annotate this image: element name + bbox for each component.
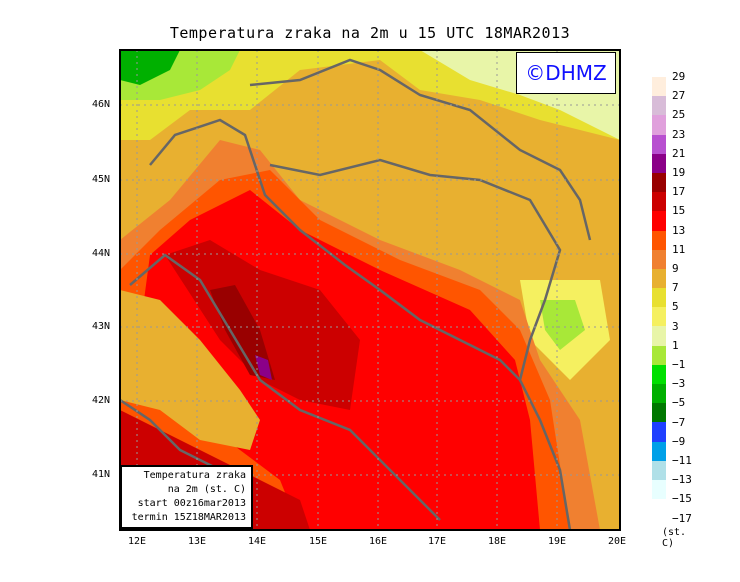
lon-label: 15E [309,536,328,547]
lat-label: 42N [92,395,111,406]
legend-swatch [652,153,666,173]
legend-label: 1 [672,338,679,352]
legend-label: −5 [672,396,686,410]
lon-label: 16E [369,536,388,547]
graticule [120,50,620,530]
legend-label: 3 [672,319,679,333]
legend-swatch [652,134,666,154]
info-line: termin 15Z18MAR2013 [131,512,246,523]
legend-swatch [652,288,666,308]
lon-label: 14E [248,536,267,547]
legend-swatch [652,307,666,327]
legend-label: 21 [672,146,686,160]
zone-17-19 [210,285,275,380]
legend-swatch [652,249,666,269]
legend-swatch [652,77,666,97]
legend-label: 11 [672,242,686,256]
zone-neg1-1-south [540,300,585,350]
legend-swatch [652,192,666,212]
legend-label: 17 [672,185,686,199]
legend-label: 23 [672,127,686,141]
legend-label: −15 [672,492,692,506]
lon-label: 18E [488,536,507,547]
zone-neg5-neg3 [120,50,180,85]
map-title: Temperatura zraka na 2m u 15 UTC 18MAR20… [169,24,571,42]
lat-label: 45N [92,174,111,185]
lat-label: 43N [92,321,111,332]
zone-15-17 [165,240,360,410]
info-line: na 2m (st. C) [167,484,246,495]
legend-label: 19 [672,166,686,179]
legend-label: −9 [672,434,686,448]
legend-swatch [652,441,666,461]
legend-swatch [652,422,666,442]
legend-label: −7 [672,415,686,429]
lon-label: 17E [428,536,447,547]
legend-swatch [652,172,666,193]
info-line: start 00z16mar2013 [137,498,246,509]
legend-label: 29 [672,70,686,83]
color-legend: 29 27 25 23 21 19 17 15 13 11 9 7 5 3 1 −1 −3 −5 −7 −9 −11 −1… [652,70,692,549]
lon-label: 20E [608,536,627,547]
lat-label: 41N [92,469,111,480]
zone-19-21 [255,355,272,380]
legend-swatch [652,364,666,384]
legend-label: −11 [672,454,692,467]
legend-swatch [652,460,666,480]
legend-label: 15 [672,204,686,218]
legend-label: 7 [672,281,679,295]
legend-label: −3 [672,377,686,391]
legend-label: 25 [672,108,686,122]
zone-7-9-italy [120,290,260,450]
legend-swatch [652,230,666,250]
dhmz-logo: ©DHMZ [516,52,616,94]
legend-label: −17 [672,511,692,525]
legend-swatch [652,211,666,231]
lon-label: 12E [128,536,147,547]
info-box: Temperatura zraka na 2m (st. C) start 00… [120,465,253,529]
lat-label: 44N [92,248,111,259]
map-frame [119,49,621,531]
info-line: Temperatura zraka [143,470,246,481]
legend-swatch [652,479,666,500]
legend-swatch [652,345,666,365]
legend-unit: (st. C) [662,526,687,549]
legend-label: −13 [672,473,692,487]
legend-label: −1 [672,358,686,371]
lon-label: 13E [188,536,207,547]
lon-label: 19E [548,536,567,547]
legend-swatch [652,403,666,423]
legend-label: 27 [672,89,686,103]
legend-label: 9 [672,262,679,275]
legend-swatch [652,115,666,135]
legend-swatch [652,326,666,346]
coastlines-borders [120,58,592,530]
legend-swatch [652,96,666,116]
legend-label: 13 [672,223,686,237]
lat-label: 46N [92,99,111,110]
legend-label: 5 [672,300,679,314]
legend-swatch [652,268,666,289]
legend-swatch [652,384,666,404]
